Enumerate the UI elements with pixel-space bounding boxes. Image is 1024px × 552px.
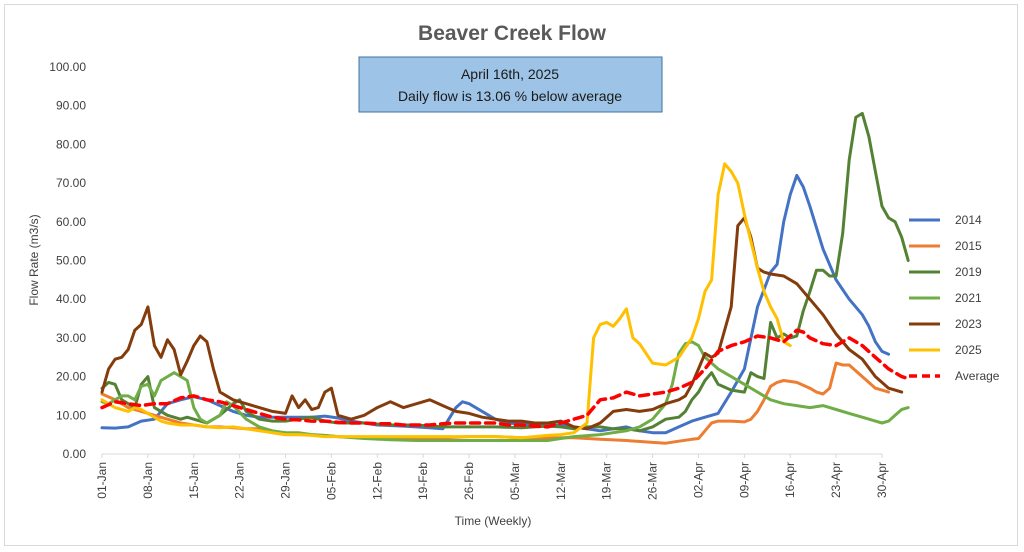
y-tick-label: 40.00 (56, 292, 86, 306)
x-tick-label: 29-Jan (279, 462, 293, 499)
x-tick-label: 26-Feb (462, 462, 476, 500)
annotation-rect (358, 56, 663, 113)
y-tick-label: 30.00 (56, 331, 86, 345)
x-tick-label: 26-Mar (646, 462, 660, 500)
y-tick-label: 0.00 (63, 447, 87, 461)
legend-label-2019: 2019 (955, 265, 982, 279)
y-tick-label: 20.00 (56, 370, 86, 384)
y-tick-label: 50.00 (56, 254, 86, 268)
x-tick-label: 19-Mar (600, 462, 614, 500)
x-tick-label: 12-Feb (370, 462, 384, 500)
x-tick-label: 23-Apr (829, 462, 843, 498)
annotation-box: April 16th, 2025 Daily flow is 13.06 % b… (358, 56, 663, 113)
series-line-2025 (100, 162, 792, 440)
legend-label-average: Average (955, 369, 1000, 383)
y-tick-label: 60.00 (56, 215, 86, 229)
x-tick-label: 01-Jan (95, 462, 109, 499)
legend-label-2014: 2014 (955, 213, 982, 227)
chart-title: Beaver Creek Flow (418, 22, 607, 45)
y-tick-label: 100.00 (49, 60, 86, 74)
x-tick-label: 05-Feb (324, 462, 338, 500)
x-tick-label: 12-Mar (554, 462, 568, 500)
series-line-2019 (100, 111, 910, 433)
legend-label-2023: 2023 (955, 317, 982, 331)
annotation-line2: Daily flow is 13.06 % below average (398, 88, 622, 104)
x-tick-label: 08-Jan (141, 462, 155, 499)
x-tick-label: 05-Mar (508, 462, 522, 500)
x-tick-label: 19-Feb (416, 462, 430, 500)
x-tick-label: 09-Apr (737, 462, 751, 498)
x-tick-label: 22-Jan (233, 462, 247, 499)
x-axis-title: Time (Weekly) (455, 514, 532, 528)
x-tick-label: 02-Apr (691, 462, 705, 498)
legend-label-2021: 2021 (955, 291, 982, 305)
series-line-2023 (100, 216, 904, 431)
y-axis-title: Flow Rate (m3/s) (27, 214, 41, 305)
y-tick-labels: 0.00 10.00 20.00 30.00 40.00 50.00 60.00 70.00 8… (49, 60, 86, 461)
x-tick-label: 15-Jan (187, 462, 201, 499)
series-line-average (100, 328, 910, 429)
legend-label-2015: 2015 (955, 239, 982, 253)
y-tick-label: 10.00 (56, 408, 86, 422)
y-tick-label: 70.00 (56, 176, 86, 190)
y-tick-label: 80.00 (56, 137, 86, 151)
legend: 2014 2015 2019 2021 2023 2025 Average (909, 213, 1000, 383)
x-tick-label: 16-Apr (783, 462, 797, 498)
x-tick-label: 30-Apr (875, 462, 889, 498)
x-tick-labels: 01-Jan 08-Jan 15-Jan 22-Jan 29-Jan 05-Feb 12-F… (95, 454, 889, 500)
y-tick-label: 90.00 (56, 99, 86, 113)
legend-label-2025: 2025 (955, 343, 982, 357)
series-line-2021 (100, 340, 910, 442)
series-layer (100, 111, 910, 445)
annotation-line1: April 16th, 2025 (461, 66, 559, 82)
series-line-2014 (100, 173, 891, 435)
